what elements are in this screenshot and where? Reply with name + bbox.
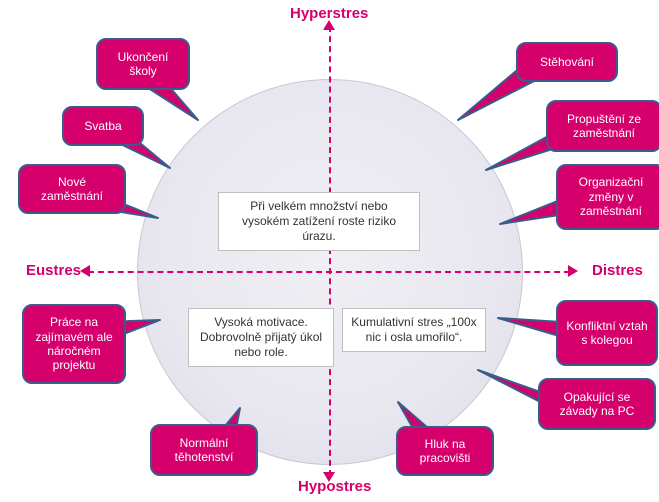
textbox-right: Kumulativní stres „100x nic i osla umoři… <box>342 308 486 352</box>
callout-normalni: Normální těhotenství <box>150 424 258 476</box>
axis-label-top: Hyperstres <box>290 5 368 22</box>
stress-quadrant-diagram: { "geometry": { "width": 659, "height": … <box>0 0 659 502</box>
axis-label-bottom: Hypostres <box>298 478 371 495</box>
callout-organizacni: Organizační změny v zaměstnání <box>556 164 659 230</box>
axis-label-left: Eustres <box>26 262 81 279</box>
callout-hluk: Hluk na pracovišti <box>396 426 494 476</box>
axis-horizontal <box>88 271 570 273</box>
textbox-top: Při velkém množství nebo vysokém zatížen… <box>218 192 420 251</box>
callout-nove: Nové zaměstnání <box>18 164 126 214</box>
callout-prace: Práce na zajímavém ale náročném projektu <box>22 304 126 384</box>
callout-propusteni: Propuštění ze zaměstnání <box>546 100 659 152</box>
axis-label-right: Distres <box>592 262 643 279</box>
callout-opakujici: Opakující se závady na PC <box>538 378 656 430</box>
callout-konfliktni: Konfliktní vztah s kolegou <box>556 300 658 366</box>
arrow-left <box>80 265 90 277</box>
callout-ukonceni: Ukončení školy <box>96 38 190 90</box>
callout-stehovani: Stěhování <box>516 42 618 82</box>
arrow-right <box>568 265 578 277</box>
axis-vertical <box>329 26 331 476</box>
callout-svatba: Svatba <box>62 106 144 146</box>
textbox-left: Vysoká motivace. Dobrovolně přijatý úkol… <box>188 308 334 367</box>
